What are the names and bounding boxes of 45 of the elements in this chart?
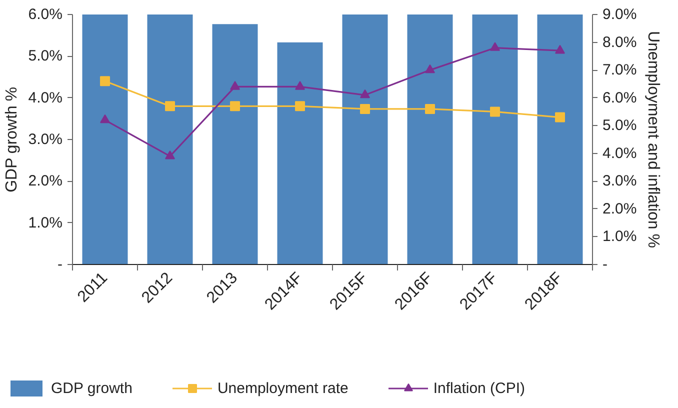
point (360, 89, 370, 98)
bar (342, 14, 388, 264)
y2-tick-label: 2.0% (602, 200, 637, 218)
bar (407, 14, 453, 264)
y2-tick-label: - (602, 256, 608, 273)
point (555, 112, 565, 122)
point (165, 101, 175, 112)
point (100, 114, 110, 124)
legend-label: GDP growth (51, 380, 132, 396)
legend-label: Unemployment rate (217, 380, 348, 396)
y-axis-title: GDP growth % (3, 86, 20, 192)
y-tick-label: 1.0% (28, 214, 63, 232)
y-tick-label: 3.0% (28, 131, 63, 148)
point (295, 81, 305, 90)
bar (147, 14, 193, 264)
point (490, 106, 500, 117)
y-tick-label: 2.0% (28, 172, 63, 190)
bar (472, 14, 518, 264)
bar (537, 14, 583, 264)
point (230, 101, 240, 112)
y2-tick-label: 4.0% (602, 144, 637, 162)
y2-tick-label: 1.0% (602, 228, 637, 246)
bar (82, 14, 128, 264)
bar (277, 42, 323, 264)
y-tick-label: 4.0% (28, 89, 63, 106)
y2-tick-label: 8.0% (602, 34, 637, 51)
y-tick-label: 5.0% (28, 48, 63, 65)
point (425, 104, 435, 114)
y-tick-label: - (58, 256, 63, 273)
point (230, 81, 240, 90)
point (360, 104, 370, 114)
y2-tick-label: 9.0% (602, 6, 637, 23)
point (490, 42, 500, 51)
y2-tick-label: 5.0% (602, 117, 637, 134)
y-tick-label: 6.0% (28, 6, 63, 23)
point (425, 64, 435, 74)
point (555, 44, 565, 54)
y2-tick-label: 6.0% (602, 89, 637, 106)
point (295, 101, 305, 112)
y2-tick-label: 3.0% (602, 172, 637, 190)
legend-label: Inflation (CPI) (433, 380, 526, 396)
y2-axis-title: Unemployment and inflation % (644, 30, 662, 248)
point (100, 76, 110, 86)
y2-tick-label: 7.0% (602, 62, 637, 79)
bar (212, 24, 258, 264)
